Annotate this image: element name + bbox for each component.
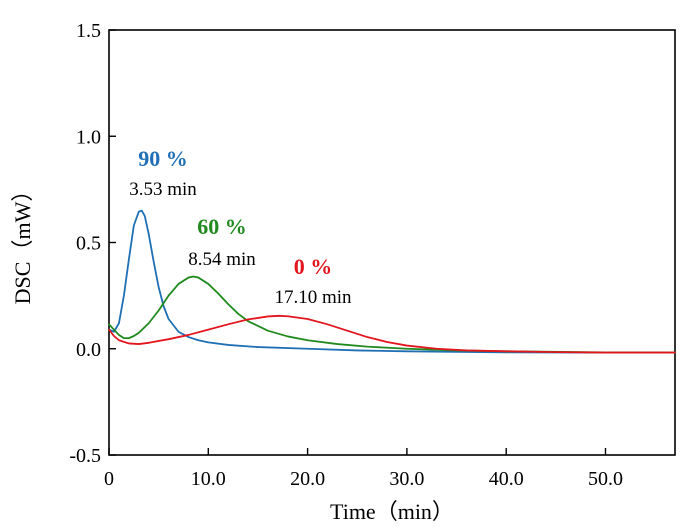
- y-tick-label: 1.0: [76, 126, 101, 148]
- series-label-60pct: 60 %: [197, 214, 247, 239]
- series-label-0pct: 0 %: [294, 254, 333, 279]
- y-tick-label: 1.5: [76, 20, 101, 42]
- peak-time-label-0pct: 17.10 min: [274, 287, 352, 308]
- peak-time-label-90pct: 3.53 min: [129, 179, 197, 200]
- y-tick-label: 0.5: [76, 233, 101, 255]
- plot-area-frame: [108, 29, 676, 456]
- x-tick-label: 0: [104, 468, 114, 490]
- series-line-0pct: [108, 314, 676, 354]
- series-layer: [108, 209, 676, 354]
- x-tick-label: 10.0: [191, 468, 226, 490]
- axis-ticks: 0 10.0 20.0 30.0 40.0 50.0 -0.5 0.0 0.5 1.0 1.5: [69, 20, 623, 490]
- series-line-90pct: [108, 209, 676, 354]
- series-line-60pct: [108, 275, 676, 354]
- x-tick-label: 40.0: [489, 468, 524, 490]
- peak-time-label-60pct: 8.54 min: [188, 249, 256, 270]
- y-tick-label: 0.0: [76, 339, 101, 361]
- series-label-90pct: 90 %: [138, 146, 188, 171]
- y-tick-label: -0.5: [69, 445, 101, 467]
- y-axis-title: DSC（mW）: [10, 180, 35, 305]
- x-tick-label: 50.0: [588, 468, 623, 490]
- x-tick-label: 20.0: [290, 468, 325, 490]
- x-axis-title: Time（min）: [330, 499, 454, 524]
- x-tick-label: 30.0: [389, 468, 424, 490]
